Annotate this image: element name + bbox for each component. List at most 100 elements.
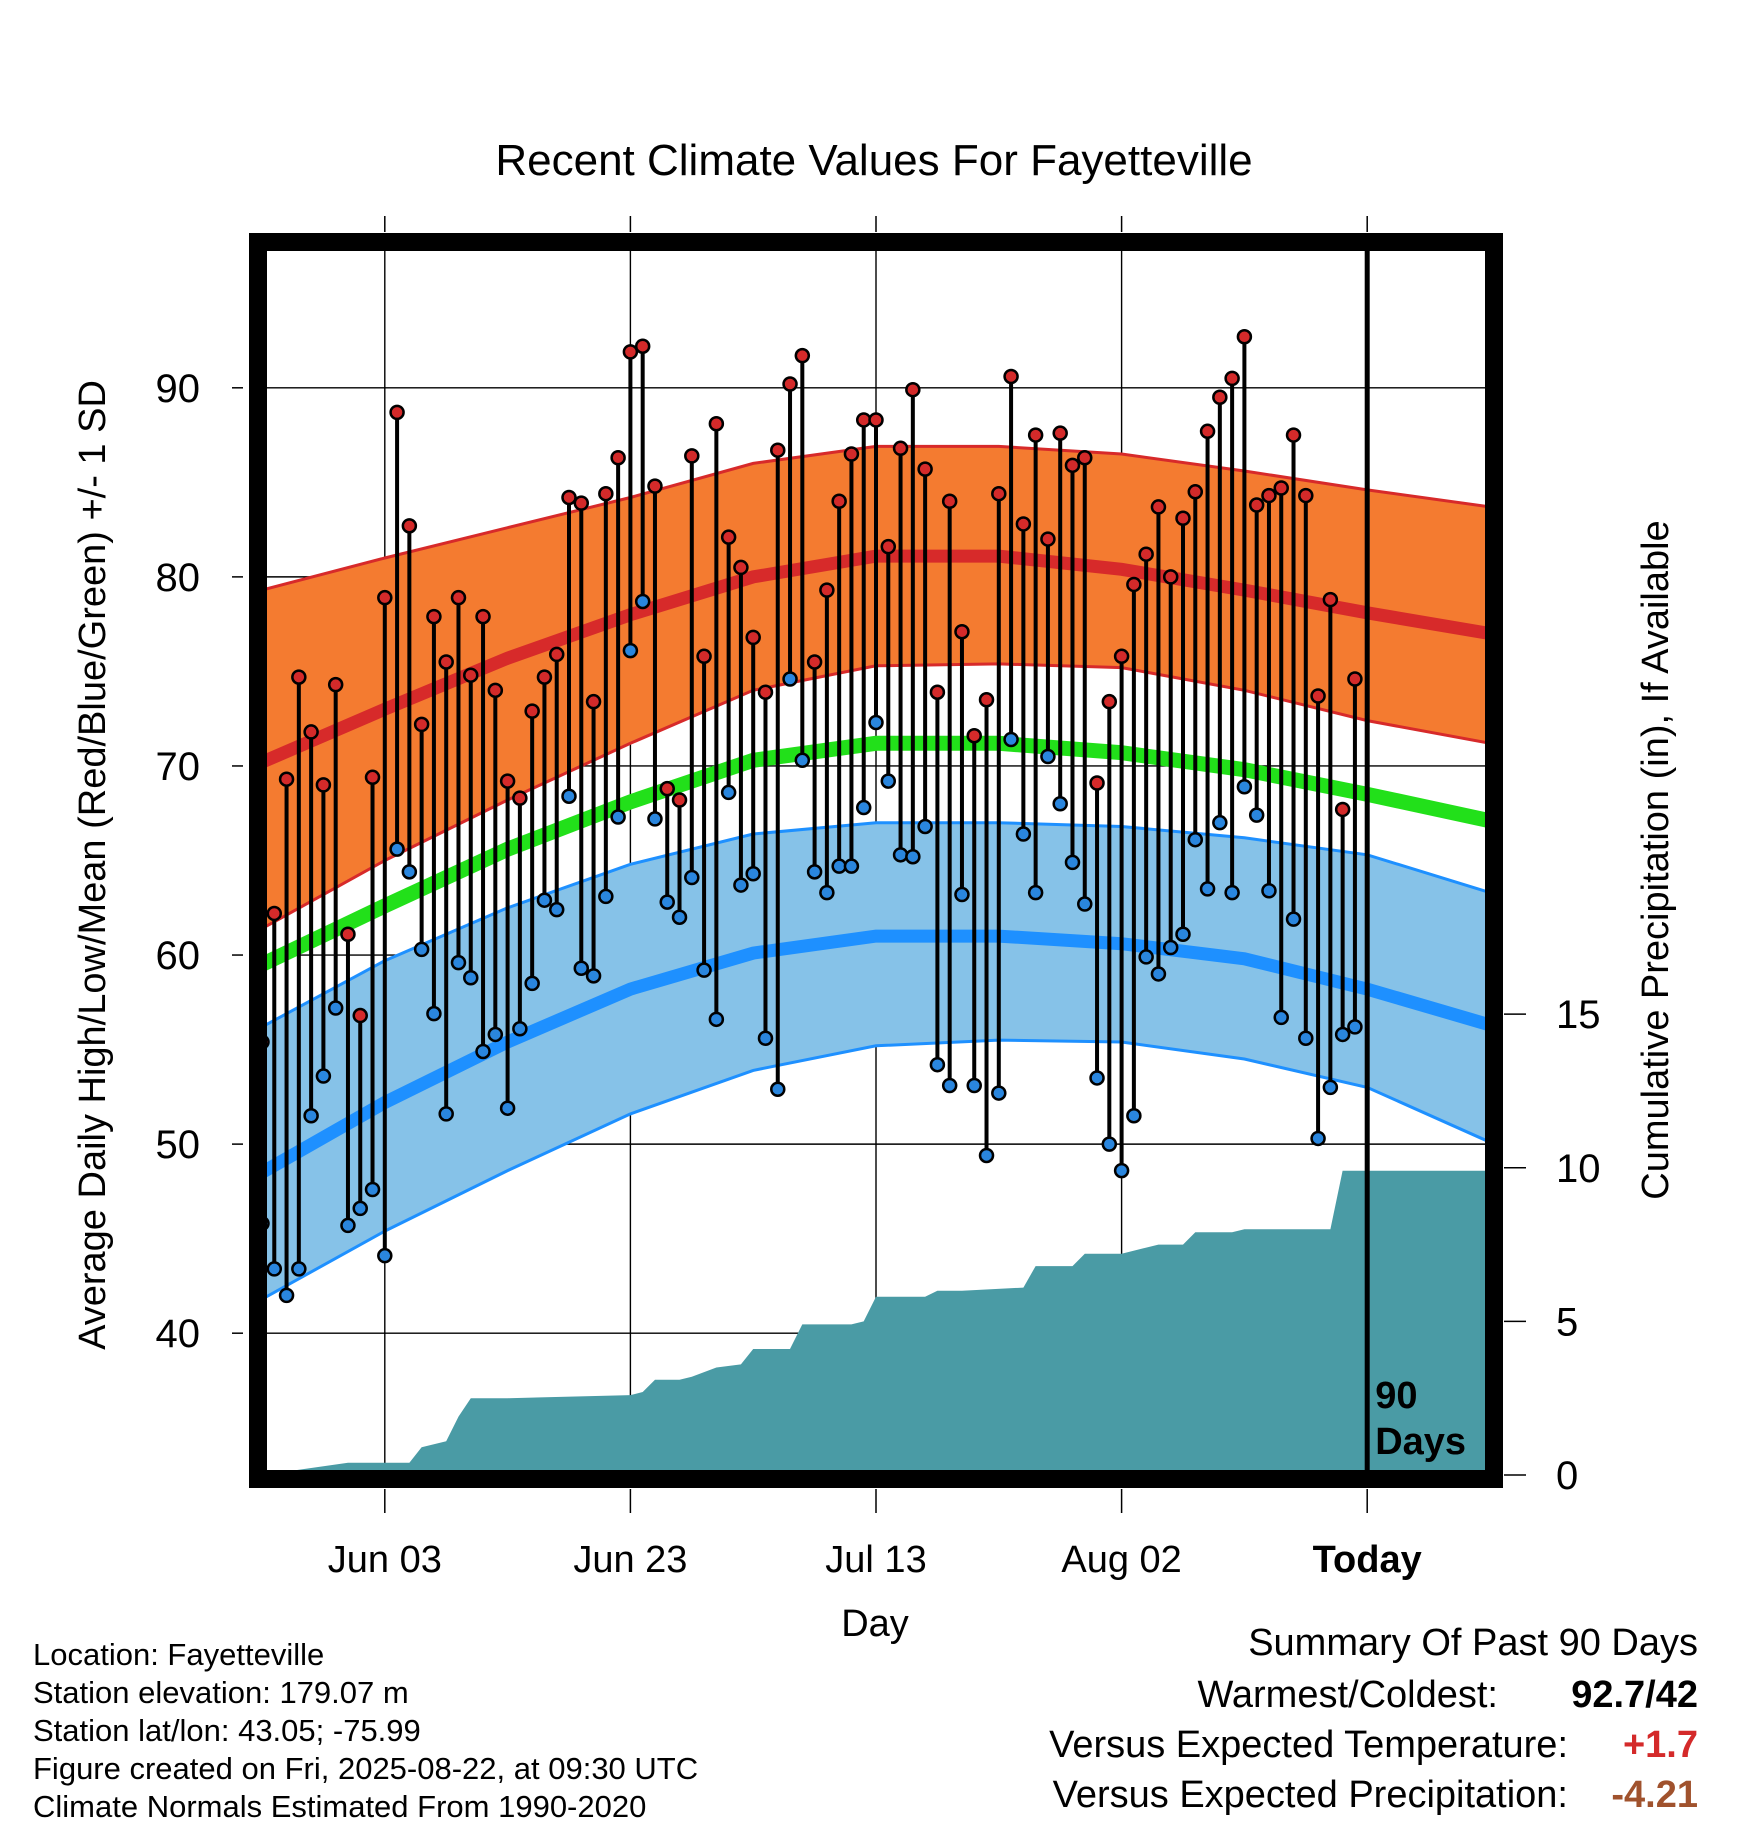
daily-high-point [266,905,283,922]
daily-high-point [610,450,626,466]
daily-low-point [1003,731,1019,748]
daily-high-point [966,727,982,744]
daily-high-point [1334,801,1351,818]
daily-low-point [892,847,909,863]
daily-high-point [1150,499,1167,515]
daily-low-point [819,884,835,901]
daily-low-point [377,1247,393,1264]
warmest-value: 92.7/42 [1571,1674,1698,1716]
daily-high-point [843,446,860,462]
daily-high-point [917,461,933,477]
y2-tick-label: 10 [1556,1147,1601,1191]
daily-high-point [487,682,504,699]
daily-high-point [327,676,344,693]
daily-high-point [647,478,663,494]
daily-low-point [561,788,577,804]
daily-low-point [794,752,811,769]
daily-low-point [1162,939,1179,956]
daily-high-point [1003,368,1019,385]
y-tick-label: 70 [156,745,201,789]
daily-low-point [782,671,798,687]
daily-low-point [1113,1162,1130,1179]
daily-low-point [1248,807,1265,823]
summary-title: Summary Of Past 90 Days [1248,1622,1698,1664]
daily-low-point [1298,1030,1314,1046]
daily-low-point [1064,854,1081,871]
daily-low-point [352,1200,368,1217]
daily-high-point [536,669,553,685]
daily-high-point [1175,510,1191,527]
daily-high-point [745,629,761,646]
daily-high-point [819,582,835,598]
daily-high-point [303,724,319,740]
daily-high-point [696,648,712,665]
daily-high-point [1322,591,1339,608]
daily-low-point [340,1217,356,1234]
daily-high-point [757,684,774,700]
daily-high-point [684,448,700,464]
daily-low-point [1199,881,1216,897]
precip-area [262,1170,1490,1475]
daily-high-point [598,485,614,502]
daily-high-point [1261,487,1277,504]
daily-high-point [426,608,442,625]
daily-low-point [905,848,921,865]
created-text: Figure created on Fri, 2025-08-22, at 09… [33,1751,699,1786]
daily-high-point [954,623,970,640]
daily-high-point [463,667,479,683]
daily-low-point [266,1261,283,1277]
daily-high-point [1212,389,1228,406]
today-marker-label: Days [1375,1421,1466,1463]
daily-high-point [806,654,823,670]
y2-axis-label: Cumulative Precipitation (in), If Availa… [1635,520,1677,1199]
y-tick-label: 90 [156,367,201,411]
daily-low-point [770,1081,786,1098]
daily-high-point [1236,329,1253,345]
daily-high-point [438,654,454,670]
daily-low-point [303,1108,319,1124]
temp-value: +1.7 [1622,1724,1698,1766]
daily-high-point [401,518,418,534]
daily-high-point [1347,671,1363,687]
daily-high-point [315,777,332,793]
y-tick-label: 60 [156,934,201,978]
daily-high-point [782,376,798,392]
elevation-text: Station elevation: 179.07 m [33,1675,409,1710]
y2-tick-label: 5 [1556,1300,1578,1344]
daily-high-point [708,415,725,432]
daily-low-point [327,1000,344,1016]
daily-low-point [806,864,823,880]
daily-low-point [733,877,749,893]
daily-high-point [1064,457,1081,474]
daily-high-point [1310,688,1326,704]
daily-low-point [941,1077,958,1094]
daily-low-point [634,593,651,610]
x-tick-label: Jul 13 [825,1539,926,1581]
daily-high-point [1298,487,1314,504]
daily-high-point [1224,370,1240,387]
daily-high-point [905,381,921,398]
daily-low-point [671,909,688,925]
daily-low-point [475,1043,491,1060]
daily-low-point [1077,896,1093,912]
daily-high-point [524,703,540,719]
low-sd-band-upper-edge [262,821,1490,1029]
daily-high-point [671,792,688,808]
daily-low-point [1138,949,1154,965]
daily-high-point [548,646,565,663]
x-tick-label: Today [1313,1539,1422,1581]
daily-low-point [1285,911,1302,927]
daily-low-point [966,1077,982,1094]
x-axis-label: Day [841,1603,909,1645]
daily-low-point [1175,926,1191,942]
daily-low-point [954,886,970,903]
daily-low-point [978,1147,995,1164]
chart-title: Recent Climate Values For Fayetteville [495,136,1252,185]
precip-value: -4.21 [1611,1774,1698,1816]
station-info: Location: Fayetteville Station elevation… [33,1636,698,1826]
daily-low-point [917,818,933,835]
daily-low-point [757,1030,774,1046]
daily-high-point [880,538,897,555]
daily-low-point [610,809,626,825]
